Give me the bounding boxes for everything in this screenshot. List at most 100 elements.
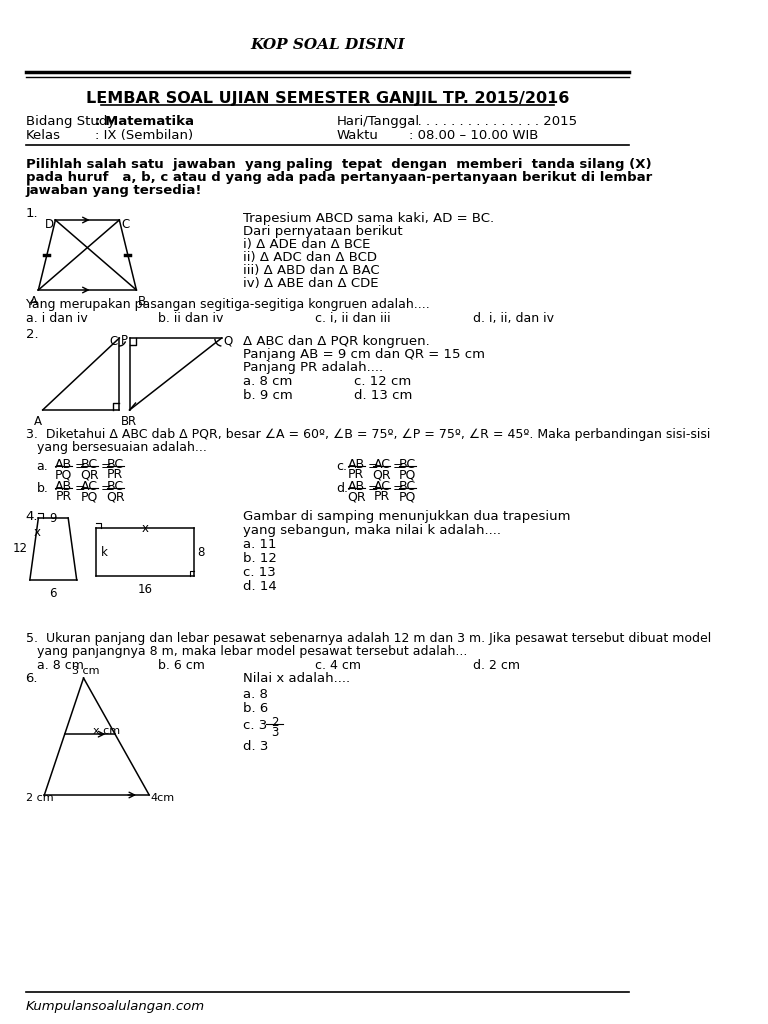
Text: A: A <box>30 295 38 308</box>
Text: 16: 16 <box>137 583 152 596</box>
Text: PR: PR <box>56 490 72 503</box>
Text: AB: AB <box>55 458 72 471</box>
Text: Trapesium ABCD sama kaki, AD = BC.: Trapesium ABCD sama kaki, AD = BC. <box>243 212 494 225</box>
Text: a. i dan iv: a. i dan iv <box>25 312 88 325</box>
Text: a. 11: a. 11 <box>243 538 276 551</box>
Text: 1.: 1. <box>25 207 38 220</box>
Text: 8: 8 <box>197 546 204 558</box>
Text: =: = <box>75 482 86 495</box>
Text: d. 2 cm: d. 2 cm <box>473 659 520 672</box>
Text: LEMBAR SOAL UJIAN SEMESTER GANJIL TP. 2015/2016: LEMBAR SOAL UJIAN SEMESTER GANJIL TP. 20… <box>86 91 569 106</box>
Text: b.: b. <box>37 482 48 495</box>
Text: d. 14: d. 14 <box>243 580 276 593</box>
Text: a. 8 cm: a. 8 cm <box>243 375 293 388</box>
Text: A: A <box>34 415 42 428</box>
Text: C: C <box>121 218 129 231</box>
Text: QR: QR <box>347 490 366 503</box>
Text: R: R <box>127 415 136 428</box>
Text: Yang merupakan pasangan segitiga-segitiga kongruen adalah....: Yang merupakan pasangan segitiga-segitig… <box>25 298 429 311</box>
Text: x: x <box>141 522 148 535</box>
Text: 2 cm: 2 cm <box>25 793 53 803</box>
Text: Panjang PR adalah....: Panjang PR adalah.... <box>243 361 383 374</box>
Text: d. i, ii, dan iv: d. i, ii, dan iv <box>473 312 554 325</box>
Text: d.: d. <box>336 482 349 495</box>
Text: AC: AC <box>373 480 390 493</box>
Text: c. 4 cm: c. 4 cm <box>316 659 362 672</box>
Text: b. 6 cm: b. 6 cm <box>157 659 204 672</box>
Text: PR: PR <box>374 490 390 503</box>
Text: =: = <box>393 460 404 473</box>
Text: Δ ABC dan Δ PQR kongruen.: Δ ABC dan Δ PQR kongruen. <box>243 335 430 348</box>
Text: Waktu: Waktu <box>336 129 379 142</box>
Text: KOP SOAL DISINI: KOP SOAL DISINI <box>250 38 405 52</box>
Text: 4cm: 4cm <box>151 793 175 803</box>
Text: AC: AC <box>373 458 390 471</box>
Text: 3.  Diketahui Δ ABC dab Δ PQR, besar ∠A = 60º, ∠B = 75º, ∠P = 75º, ∠R = 45º. Mak: 3. Diketahui Δ ABC dab Δ PQR, besar ∠A =… <box>25 428 710 441</box>
Text: c. i, ii dan iii: c. i, ii dan iii <box>316 312 391 325</box>
Text: 6: 6 <box>49 587 57 600</box>
Text: Pilihlah salah satu  jawaban  yang paling  tepat  dengan  memberi  tanda silang : Pilihlah salah satu jawaban yang paling … <box>25 158 651 171</box>
Text: =: = <box>393 482 404 495</box>
Text: AB: AB <box>348 480 365 493</box>
Text: : . . . . . . . . . . . . . . . 2015: : . . . . . . . . . . . . . . . 2015 <box>409 115 578 128</box>
Text: yang bersesuaian adalah...: yang bersesuaian adalah... <box>37 441 207 454</box>
Text: Kumpulansoalulangan.com: Kumpulansoalulangan.com <box>25 1000 205 1013</box>
Text: P: P <box>121 334 128 347</box>
Text: BC: BC <box>399 480 416 493</box>
Text: a. 8: a. 8 <box>243 688 268 701</box>
Text: 2: 2 <box>271 716 278 729</box>
Text: BC: BC <box>107 458 124 471</box>
Text: x: x <box>33 526 40 539</box>
Text: BC: BC <box>107 480 124 493</box>
Text: pada huruf   a, b, c atau d yang ada pada pertanyaan-pertanyaan berikut di lemba: pada huruf a, b, c atau d yang ada pada … <box>25 171 652 184</box>
Text: x cm: x cm <box>93 726 121 736</box>
Text: 6.: 6. <box>25 672 38 685</box>
Text: c.: c. <box>336 460 348 473</box>
Text: k: k <box>101 546 108 558</box>
Text: B: B <box>138 295 146 308</box>
Text: BC: BC <box>399 458 416 471</box>
Text: b. 12: b. 12 <box>243 552 276 565</box>
Text: c. 13: c. 13 <box>243 566 276 579</box>
Text: ii) Δ ADC dan Δ BCD: ii) Δ ADC dan Δ BCD <box>243 251 377 264</box>
Text: 5.  Ukuran panjang dan lebar pesawat sebenarnya adalah 12 m dan 3 m. Jika pesawa: 5. Ukuran panjang dan lebar pesawat sebe… <box>25 632 711 645</box>
Text: jawaban yang tersedia!: jawaban yang tersedia! <box>25 184 202 197</box>
Text: =: = <box>75 460 86 473</box>
Text: AB: AB <box>348 458 365 471</box>
Text: b. 6: b. 6 <box>243 702 268 715</box>
Text: C: C <box>109 335 118 348</box>
Text: =: = <box>101 482 111 495</box>
Text: QR: QR <box>106 490 124 503</box>
Text: B: B <box>121 415 129 428</box>
Text: Hari/Tanggal: Hari/Tanggal <box>336 115 420 128</box>
Text: =: = <box>367 482 378 495</box>
Text: d. 3: d. 3 <box>243 740 268 753</box>
Text: i) Δ ADE dan Δ BCE: i) Δ ADE dan Δ BCE <box>243 238 370 251</box>
Text: a. 8 cm: a. 8 cm <box>37 659 84 672</box>
Text: Q: Q <box>223 334 233 347</box>
Text: PQ: PQ <box>55 468 73 481</box>
Text: AB: AB <box>55 480 72 493</box>
Text: PQ: PQ <box>399 490 416 503</box>
Text: d. 13 cm: d. 13 cm <box>354 389 412 402</box>
Text: c. 12 cm: c. 12 cm <box>354 375 411 388</box>
Text: b. ii dan iv: b. ii dan iv <box>157 312 223 325</box>
Text: PQ: PQ <box>81 490 98 503</box>
Text: : 08.00 – 10.00 WIB: : 08.00 – 10.00 WIB <box>409 129 538 142</box>
Text: PR: PR <box>107 468 123 481</box>
Text: iii) Δ ABD dan Δ BAC: iii) Δ ABD dan Δ BAC <box>243 264 379 278</box>
Text: Panjang AB = 9 cm dan QR = 15 cm: Panjang AB = 9 cm dan QR = 15 cm <box>243 348 485 361</box>
Text: PR: PR <box>348 468 365 481</box>
Text: 9: 9 <box>49 512 57 525</box>
Text: 3: 3 <box>271 726 278 739</box>
Text: =: = <box>367 460 378 473</box>
Text: D: D <box>45 218 55 231</box>
Text: QR: QR <box>372 468 391 481</box>
Text: AC: AC <box>81 480 98 493</box>
Text: Kelas: Kelas <box>25 129 61 142</box>
Text: QR: QR <box>80 468 99 481</box>
Text: BC: BC <box>81 458 98 471</box>
Text: 3 cm: 3 cm <box>71 666 99 676</box>
Text: a.: a. <box>37 460 48 473</box>
Text: Dari pernyataan berikut: Dari pernyataan berikut <box>243 225 402 238</box>
